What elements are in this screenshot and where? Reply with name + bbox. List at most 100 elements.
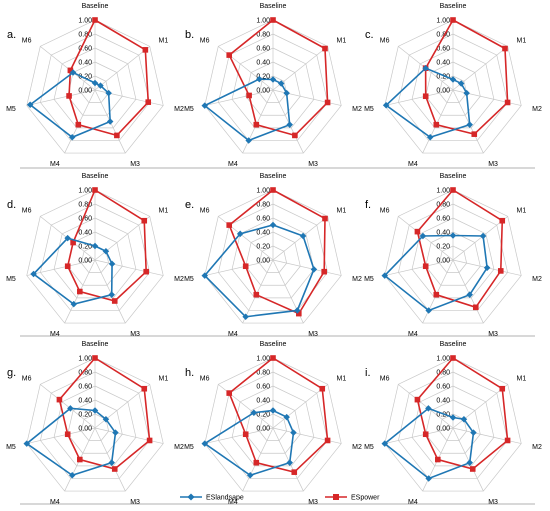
axis-label: M6 <box>200 37 210 44</box>
data-point-espower <box>242 263 249 270</box>
axis-label: M5 <box>6 444 16 451</box>
axis-label: M5 <box>6 106 16 113</box>
tick-label: 0.00 <box>436 258 450 265</box>
axis-label: M1 <box>158 375 168 382</box>
tick-label: 0.00 <box>78 88 92 95</box>
data-point-eslandsape <box>286 459 293 466</box>
data-point-eslandsape <box>479 232 487 240</box>
radar-panel: i. 0.00 0.20 0.40 0.60 0.80 1.00 Baseline M1 M2 M3… <box>364 341 542 506</box>
axis-label: M3 <box>130 161 140 168</box>
tick-label: 0.60 <box>78 216 92 223</box>
tick-label: 0.80 <box>78 202 92 209</box>
axis-label: M6 <box>22 207 32 214</box>
spoke <box>452 384 508 429</box>
tick-label: 0.60 <box>436 216 450 223</box>
tick-label: 0.20 <box>256 412 270 419</box>
data-point-espower <box>472 304 479 311</box>
data-point-eslandsape <box>245 137 252 144</box>
grid-ring <box>26 189 164 324</box>
axis-label: Baseline <box>440 3 467 10</box>
data-point-espower <box>497 268 504 274</box>
data-point-eslandsape <box>463 89 470 97</box>
tick-label: 0.20 <box>436 412 450 419</box>
grid-ring <box>245 61 301 116</box>
data-point-eslandsape <box>242 313 249 321</box>
axis-label: M3 <box>488 331 498 338</box>
tick-label: 1.00 <box>436 356 450 363</box>
data-point-espower <box>226 52 233 58</box>
radar-panel: e. 0.00 0.20 0.40 0.60 0.80 1.00 Baseline M1 M2 M3… <box>184 173 362 338</box>
data-point-eslandsape <box>286 121 293 128</box>
spoke <box>272 427 304 492</box>
grid-ring <box>204 19 342 154</box>
series-line-eslandsape <box>203 409 295 477</box>
tick-label: 0.20 <box>78 244 92 251</box>
axis-label: M5 <box>364 106 374 113</box>
spoke <box>40 384 96 429</box>
data-point-espower <box>143 268 149 275</box>
tick-label: 0.60 <box>78 384 92 391</box>
legend: ESlandsape ESpower <box>180 493 380 502</box>
tick-label: 0.40 <box>78 398 92 405</box>
data-point-eslandsape <box>277 80 285 87</box>
spoke <box>26 427 96 444</box>
data-point-eslandsape <box>269 407 277 414</box>
tick-label: 0.00 <box>78 258 92 265</box>
data-point-eslandsape <box>460 416 468 423</box>
axis-label: M5 <box>364 276 374 283</box>
data-point-eslandsape <box>290 429 297 436</box>
axis-label: M1 <box>516 375 526 382</box>
data-point-espower <box>56 396 63 403</box>
data-point-espower <box>226 222 233 228</box>
data-point-eslandsape <box>466 459 473 466</box>
axis-label: M2 <box>174 276 184 283</box>
axis-label: M3 <box>488 161 498 168</box>
data-point-espower <box>292 132 298 139</box>
tick-label: 1.00 <box>436 188 450 195</box>
data-point-espower <box>67 67 74 74</box>
data-point-espower <box>502 45 508 52</box>
tick-label: 0.80 <box>436 32 450 39</box>
grid-ring <box>53 217 137 299</box>
data-point-eslandsape <box>70 300 77 308</box>
grid-ring <box>258 75 288 103</box>
data-point-eslandsape <box>97 82 104 89</box>
grid-ring <box>231 385 315 467</box>
grid-ring <box>26 357 164 492</box>
grid-ring <box>40 371 150 479</box>
axis-label: M4 <box>228 499 238 506</box>
tick-label: 0.00 <box>256 258 270 265</box>
grid-ring <box>384 189 522 324</box>
data-point-espower <box>253 291 260 298</box>
radar-panel: g. 0.00 0.20 0.40 0.60 0.80 1.00 Baseline M1 M2 M3… <box>6 341 184 506</box>
spoke <box>94 259 126 324</box>
tick-label: 1.00 <box>256 188 270 195</box>
data-point-espower <box>435 456 441 463</box>
data-point-eslandsape <box>294 307 301 314</box>
axis-label: Baseline <box>440 341 467 348</box>
data-point-espower <box>422 263 429 270</box>
data-point-eslandsape <box>457 80 465 87</box>
grid-ring <box>231 47 315 129</box>
legend-label: ESpower <box>351 495 380 502</box>
grid-ring <box>398 371 508 479</box>
data-point-eslandsape <box>108 260 116 268</box>
panel-label: c. <box>365 29 374 41</box>
data-point-espower <box>141 217 148 224</box>
data-point-eslandsape <box>449 414 457 421</box>
tick-label: 0.00 <box>436 426 450 433</box>
data-point-eslandsape <box>381 272 389 279</box>
axis-label: M6 <box>200 207 210 214</box>
spoke <box>384 427 454 444</box>
series-line-espower <box>228 189 326 315</box>
data-point-eslandsape <box>299 232 307 240</box>
tick-label: 0.40 <box>436 398 450 405</box>
data-point-espower <box>64 263 71 270</box>
data-point-espower <box>146 437 153 444</box>
data-point-eslandsape <box>256 75 263 83</box>
grid-ring <box>67 61 123 116</box>
data-point-eslandsape <box>68 134 76 141</box>
series-line-eslandsape <box>203 224 315 318</box>
data-point-espower <box>291 469 298 475</box>
axis-label: M6 <box>22 37 32 44</box>
